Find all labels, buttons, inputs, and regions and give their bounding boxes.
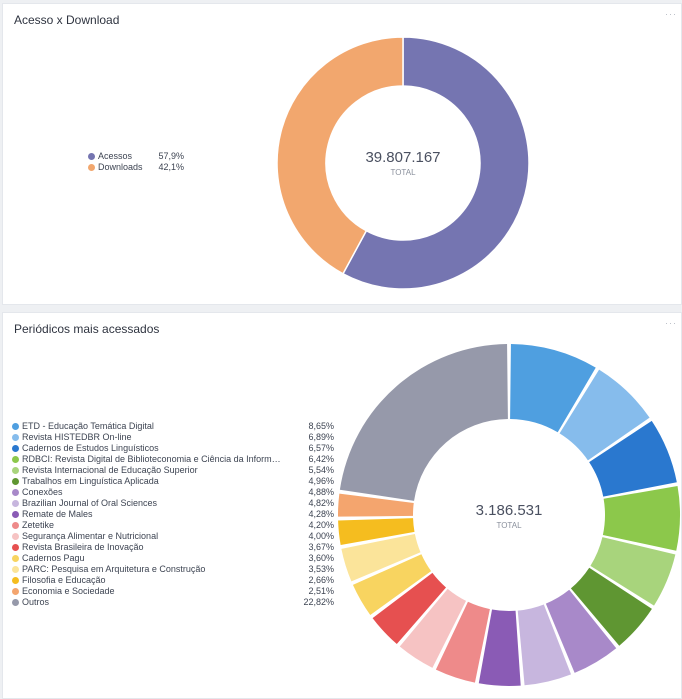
donut-slice[interactable] (341, 36, 530, 290)
legend-value: 22,82% (303, 597, 334, 607)
chart-legend: Acessos 57,9% Downloads 42,1% (88, 151, 188, 173)
legend-item[interactable]: PARC: Pesquisa em Arquitetura e Construç… (12, 564, 334, 575)
legend-item[interactable]: Revista Internacional de Educação Superi… (12, 465, 334, 476)
donut-slice[interactable] (517, 604, 572, 686)
legend-value: 5,54% (308, 465, 334, 475)
donut-slice[interactable] (352, 554, 432, 615)
donut-slice[interactable] (559, 369, 650, 461)
top-journals-donut (337, 344, 680, 686)
legend-swatch (12, 588, 19, 595)
donut-slice[interactable] (602, 486, 680, 551)
total-label: TOTAL (390, 168, 416, 177)
legend-item[interactable]: Remate de Males 4,28% (12, 509, 334, 520)
legend-item[interactable]: Revista HISTEDBR On-line 6,89% (12, 432, 334, 443)
legend-item[interactable]: Economia e Sociedade 2,51% (12, 586, 334, 597)
legend-item[interactable]: ETD - Educação Temática Digital 8,65% (12, 421, 334, 432)
legend-value: 4,20% (308, 520, 334, 530)
chart-legend: ETD - Educação Temática Digital 8,65% Revi… (12, 421, 334, 608)
legend-item[interactable]: Brazilian Journal of Oral Sciences 4,82% (12, 498, 334, 509)
donut-slice[interactable] (338, 518, 415, 546)
legend-value: 4,96% (308, 476, 334, 486)
legend-value: 6,42% (308, 454, 334, 464)
legend-item[interactable]: Outros 22,82% (12, 597, 334, 608)
legend-swatch (12, 511, 19, 518)
total-value: 39.807.167 (365, 149, 440, 166)
panel-title: Acesso x Download (14, 13, 120, 27)
donut-slice[interactable] (589, 420, 677, 497)
donut-slice[interactable] (341, 533, 421, 582)
legend-item[interactable]: Segurança Alimentar e Nutricional 4,00% (12, 531, 334, 542)
legend-value: 3,67% (308, 542, 334, 552)
donut-slice[interactable] (570, 567, 652, 646)
legend-value: 3,60% (308, 553, 334, 563)
legend-swatch (12, 456, 19, 463)
legend-value: 3,53% (308, 564, 334, 574)
legend-swatch (12, 544, 19, 551)
more-options-icon[interactable]: ··· (665, 9, 677, 19)
legend-swatch (12, 489, 19, 496)
legend-value: 6,57% (308, 443, 334, 453)
legend-item[interactable]: Cadernos Pagu 3,60% (12, 553, 334, 564)
legend-item[interactable]: Revista Brasileira de Inovação 3,67% (12, 542, 334, 553)
donut-slice[interactable] (399, 588, 467, 668)
legend-swatch (12, 500, 19, 507)
legend-item[interactable]: Filosofia e Educação 2,66% (12, 575, 334, 586)
access-download-donut (276, 36, 530, 290)
legend-swatch (12, 423, 19, 430)
legend-value: 2,66% (308, 575, 334, 585)
legend-item[interactable]: RDBCI: Revista Digital de Biblioteconomi… (12, 454, 334, 465)
donut-slice[interactable] (510, 344, 596, 433)
legend-item[interactable]: Cadernos de Estudos Linguísticos 6,57% (12, 443, 334, 454)
legend-swatch (12, 599, 19, 606)
legend-value: 6,89% (308, 432, 334, 442)
legend-value: 4,82% (308, 498, 334, 508)
donut-slice[interactable] (337, 493, 414, 517)
panel-title: Periódicos mais acessados (14, 322, 160, 336)
donut-slice[interactable] (545, 589, 617, 673)
legend-swatch (12, 522, 19, 529)
legend-value: 4,88% (308, 487, 334, 497)
legend-item[interactable]: Acessos 57,9% (88, 151, 188, 162)
donut-slice[interactable] (590, 537, 676, 606)
legend-swatch (12, 467, 19, 474)
donut-slice[interactable] (339, 344, 508, 501)
donut-slice[interactable] (435, 601, 490, 683)
legend-swatch (12, 434, 19, 441)
legend-item[interactable]: Downloads 42,1% (88, 162, 188, 173)
more-options-icon[interactable]: ··· (665, 318, 677, 328)
legend-value: 8,65% (308, 421, 334, 431)
legend-swatch (12, 533, 19, 540)
legend-item[interactable]: Zetetike 4,20% (12, 520, 334, 531)
legend-value: 4,28% (308, 509, 334, 519)
total-label: TOTAL (496, 521, 522, 530)
legend-swatch (12, 577, 19, 584)
donut-slice[interactable] (372, 572, 447, 645)
legend-swatch (12, 478, 19, 485)
legend-item[interactable]: Trabalhos em Linguística Aplicada 4,96% (12, 476, 334, 487)
legend-item[interactable]: Conexões 4,88% (12, 487, 334, 498)
donut-slice[interactable] (276, 36, 404, 275)
legend-value: 42,1% (158, 162, 184, 172)
legend-value: 2,51% (308, 586, 334, 596)
legend-swatch (12, 445, 19, 452)
legend-swatch (12, 555, 19, 562)
legend-value: 57,9% (158, 151, 184, 161)
donut-slice[interactable] (478, 609, 521, 686)
legend-swatch (88, 164, 95, 171)
legend-value: 4,00% (308, 531, 334, 541)
legend-swatch (88, 153, 95, 160)
legend-swatch (12, 566, 19, 573)
total-value: 3.186.531 (476, 502, 543, 519)
